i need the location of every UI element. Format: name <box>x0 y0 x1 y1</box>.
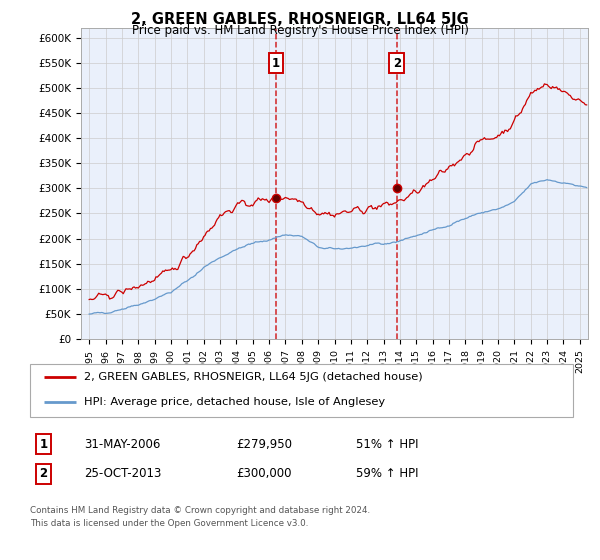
Text: 1: 1 <box>40 437 47 451</box>
Text: 1: 1 <box>272 57 280 69</box>
Text: 2, GREEN GABLES, RHOSNEIGR, LL64 5JG: 2, GREEN GABLES, RHOSNEIGR, LL64 5JG <box>131 12 469 27</box>
Text: 51% ↑ HPI: 51% ↑ HPI <box>356 437 418 451</box>
Text: £279,950: £279,950 <box>236 437 292 451</box>
Text: Price paid vs. HM Land Registry's House Price Index (HPI): Price paid vs. HM Land Registry's House … <box>131 24 469 37</box>
Text: £300,000: £300,000 <box>236 468 292 480</box>
Text: HPI: Average price, detached house, Isle of Anglesey: HPI: Average price, detached house, Isle… <box>85 397 385 407</box>
Text: This data is licensed under the Open Government Licence v3.0.: This data is licensed under the Open Gov… <box>30 519 308 529</box>
FancyBboxPatch shape <box>30 364 573 417</box>
Text: 59% ↑ HPI: 59% ↑ HPI <box>356 468 418 480</box>
Text: Contains HM Land Registry data © Crown copyright and database right 2024.: Contains HM Land Registry data © Crown c… <box>30 506 370 515</box>
Text: 25-OCT-2013: 25-OCT-2013 <box>85 468 161 480</box>
Text: 2, GREEN GABLES, RHOSNEIGR, LL64 5JG (detached house): 2, GREEN GABLES, RHOSNEIGR, LL64 5JG (de… <box>85 372 423 382</box>
Text: 2: 2 <box>40 468 47 480</box>
Text: 2: 2 <box>393 57 401 69</box>
Text: 31-MAY-2006: 31-MAY-2006 <box>85 437 161 451</box>
